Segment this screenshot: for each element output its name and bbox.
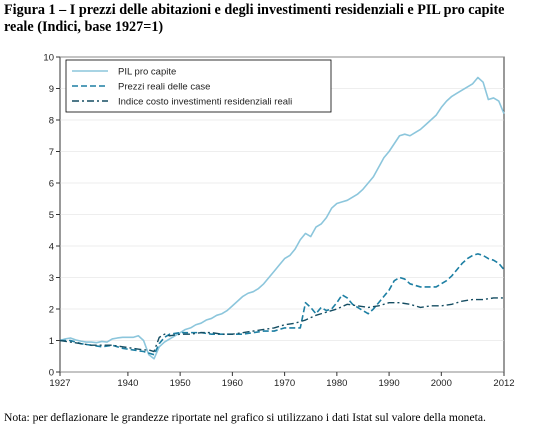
y-tick-label: 5 (49, 210, 54, 221)
y-tick-label: 6 (49, 178, 54, 189)
x-tick-label: 2012 (493, 378, 514, 389)
x-tick-label: 2000 (431, 378, 452, 389)
legend-box (65, 59, 332, 113)
legend-label-1: PIL pro capite (118, 66, 176, 77)
x-tick-label: 1960 (222, 378, 243, 389)
x-tick-label: 1990 (379, 378, 400, 389)
x-tick-label: 1950 (170, 378, 191, 389)
y-tick-label: 3 (49, 273, 54, 284)
axes: 0 1 2 3 4 5 6 7 8 9 10 1927 1940 1950 1960 1970 1980 1990… (43, 52, 514, 389)
series-line-2 (60, 253, 505, 356)
series-line-1 (59, 76, 505, 360)
chart-note: Nota: per deflazionare le grandezze ripo… (4, 411, 486, 424)
legend-label-3: Indice costo investimenti residenziali r… (118, 96, 292, 107)
y-tick-label: 7 (49, 147, 54, 158)
chart-title: Figura 1 – I prezzi delle abitazioni e d… (4, 2, 505, 35)
y-tick-label: 8 (49, 115, 54, 126)
x-tick-label: 1927 (49, 378, 70, 389)
series-lines (59, 76, 505, 360)
x-tick-label: 1980 (326, 378, 347, 389)
series-line-3 (59, 297, 504, 353)
y-tick-label: 1 (49, 336, 54, 347)
y-tick-label: 2 (49, 304, 54, 315)
y-tick-label: 0 (49, 367, 54, 378)
x-tick-label: 1940 (117, 378, 138, 389)
x-tick-label: 1970 (274, 378, 295, 389)
y-tick-label: 9 (49, 84, 54, 95)
legend-label-2: Prezzi reali delle case (118, 81, 210, 92)
y-tick-label: 10 (43, 52, 54, 63)
y-tick-label: 4 (49, 241, 54, 252)
legend: PIL pro capite Prezzi reali delle case Ind… (65, 59, 332, 113)
